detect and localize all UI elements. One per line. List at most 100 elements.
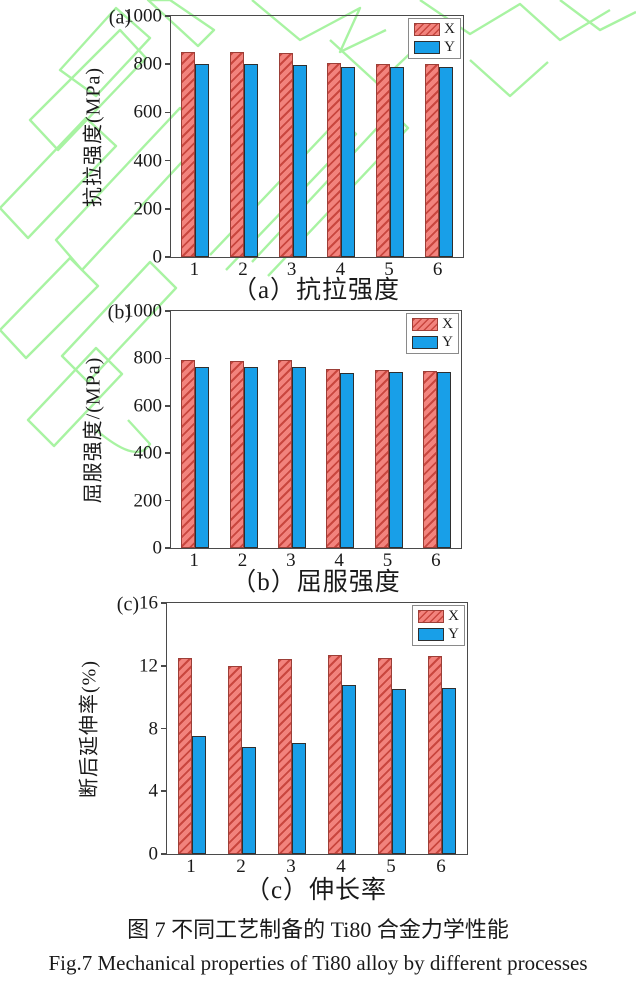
y-tick-label: 1000 [124, 300, 162, 322]
legend-label-y: Y [444, 39, 455, 55]
x-tick-label: 2 [236, 856, 246, 877]
legend-swatch-y-icon [412, 336, 439, 349]
y-axis-title: 断后延伸率(%) [78, 659, 101, 798]
y-tick-mark [165, 452, 171, 454]
figure-caption-chinese: 图 7 不同工艺制备的 Ti80 合金力学性能 [127, 917, 509, 942]
bar-y-6 [436, 372, 451, 548]
legend-label-x: X [444, 21, 455, 37]
bar-y-5 [392, 689, 406, 854]
y-tick-mark [165, 499, 171, 502]
bar-y-3 [292, 65, 307, 257]
y-tick-mark [165, 111, 171, 114]
legend-row-x: X [418, 609, 459, 624]
legend-label-x: X [448, 608, 459, 624]
y-tick-mark [165, 159, 171, 162]
x-tick-label: 5 [386, 856, 396, 877]
x-axis-ticks: 1 2 3 4 5 6 [170, 549, 460, 573]
x-tick-label: 1 [189, 550, 199, 571]
y-tick-label: 0 [152, 246, 163, 268]
panel-label: (c) [116, 593, 139, 616]
y-tick-mark [165, 405, 171, 407]
x-tick-label: 1 [189, 259, 200, 280]
y-tick-mark [161, 790, 167, 793]
y-tick-mark [165, 357, 171, 360]
x-tick-label: 5 [382, 550, 393, 571]
y-tick-label: 4 [148, 780, 159, 802]
y-tick-label: 12 [139, 655, 158, 677]
legend-label-y: Y [442, 334, 453, 350]
x-tick-label: 6 [431, 550, 441, 571]
bar-y-5 [390, 67, 404, 257]
y-tick-label: 600 [133, 101, 163, 123]
legend-label-x: X [442, 316, 453, 332]
bar-x-5 [374, 370, 389, 548]
bar-x-2 [229, 360, 244, 548]
legend-swatch-y-icon [418, 628, 445, 641]
bar-y-1 [192, 736, 206, 854]
legend-label-y: Y [448, 626, 459, 642]
x-tick-label: 4 [336, 856, 346, 877]
legend: X Y [412, 605, 465, 646]
y-tick-mark [165, 15, 171, 17]
legend-row-y: Y [414, 40, 455, 55]
y-tick-label: 0 [148, 843, 159, 865]
panel-caption: （a）抗拉强度 [231, 277, 401, 304]
bar-x-6 [428, 656, 442, 854]
bar-y-4 [340, 372, 355, 548]
y-tick-label: 400 [133, 442, 163, 464]
y-tick-mark [165, 208, 171, 210]
plot-area-tensile: (a) 抗拉强度(MPa) X Y 0 200 400 600 800 1000 [83, 6, 464, 267]
bar-x-5 [376, 64, 390, 257]
y-tick-label: 8 [148, 718, 159, 739]
y-tick-label: 600 [133, 395, 163, 417]
y-tick-label: 400 [133, 150, 163, 172]
bar-x-6 [424, 64, 439, 257]
bar-x-3 [278, 52, 293, 257]
x-tick-label: 3 [286, 856, 296, 877]
bar-y-1 [195, 64, 210, 257]
bar-x-4 [327, 63, 342, 257]
y-tick-label: 200 [133, 490, 163, 512]
plot-area-yield: (b) 屈服强度/(MPa) X Y 0 200 400 600 800 1000 [83, 301, 462, 558]
legend-row-y: Y [418, 627, 459, 642]
x-tick-label: 1 [186, 856, 196, 877]
bar-y-1 [195, 366, 210, 548]
bar-y-2 [242, 747, 256, 854]
x-tick-label: 2 [237, 550, 248, 571]
bar-x-1 [181, 359, 196, 548]
y-axis-title: 抗拉强度(MPa) [82, 66, 105, 207]
bar-x-1 [178, 657, 192, 854]
bar-x-4 [328, 654, 342, 854]
bar-y-3 [291, 366, 306, 548]
bar-x-3 [278, 659, 292, 854]
y-tick-mark [161, 727, 167, 730]
legend-swatch-x-icon [418, 610, 445, 623]
bar-y-2 [243, 367, 258, 548]
bar-y-3 [292, 742, 306, 854]
legend-swatch-x-icon [412, 318, 439, 331]
y-tick-label: 800 [133, 347, 163, 369]
x-tick-label: 3 [286, 550, 296, 571]
bar-x-2 [228, 665, 242, 854]
y-tick-label: 0 [152, 537, 163, 559]
bar-x-2 [230, 52, 244, 257]
panel-caption: （c）伸长率 [244, 877, 388, 904]
legend: X Y [406, 313, 459, 354]
legend-row-x: X [412, 317, 453, 332]
bar-y-5 [388, 372, 403, 548]
bar-x-3 [277, 360, 292, 548]
y-tick-mark [161, 664, 167, 667]
bar-y-6 [442, 687, 456, 854]
bar-x-5 [378, 657, 392, 854]
legend-swatch-x-icon [414, 23, 441, 36]
legend-row-x: X [414, 22, 455, 37]
y-tick-label: 1000 [124, 5, 162, 27]
panel-caption: （b）屈服强度 [231, 569, 401, 596]
bar-x-4 [326, 369, 341, 548]
y-tick-label: 16 [139, 592, 158, 614]
legend: X Y [408, 18, 461, 59]
legend-row-y: Y [412, 335, 453, 350]
y-tick-mark [165, 63, 171, 65]
plot-area-elongation: (c) 断后延伸率(%) X Y 0 4 8 12 16 [79, 593, 468, 864]
